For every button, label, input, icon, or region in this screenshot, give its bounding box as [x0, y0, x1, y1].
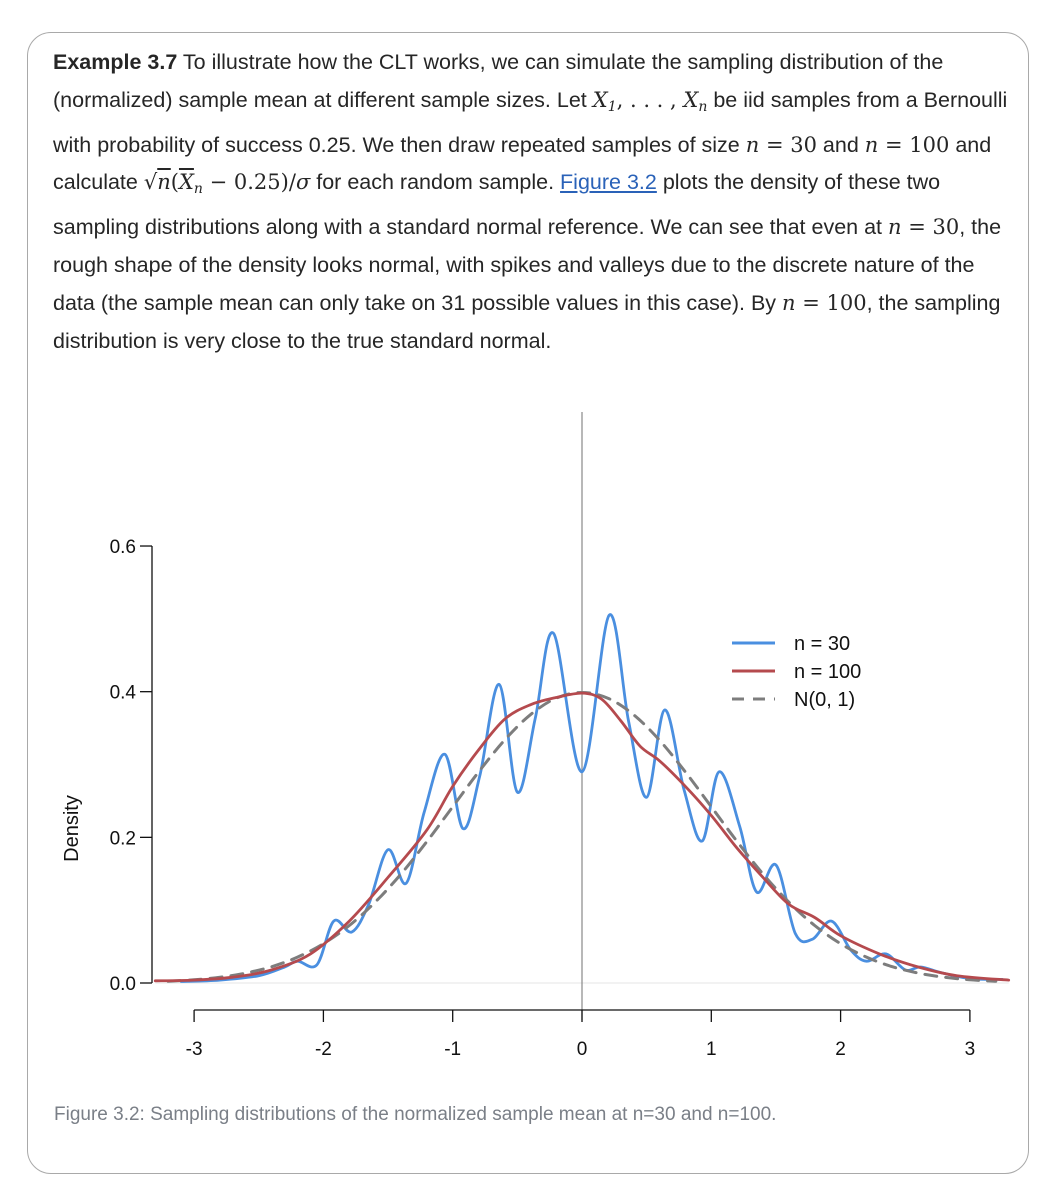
text-run: be iid samples from a Bernoulli with pro… — [53, 87, 1008, 157]
math-sqrt-n: n — [157, 170, 171, 195]
text-run: , the rough shape of the density looks n… — [53, 215, 1002, 315]
legend-label: n = 100 — [794, 661, 861, 683]
example-paragraph: Example 3.7 To illustrate how the CLT wo… — [53, 44, 1013, 360]
x-tick-label: -2 — [315, 1039, 332, 1060]
text-run: , the sampling distribution is very clos… — [53, 290, 1001, 353]
y-tick-label: 0.4 — [110, 683, 137, 704]
math-sub1: 1 — [607, 98, 617, 115]
example-label: Example 3.7 — [53, 50, 178, 74]
math-eq: = 30 — [759, 132, 817, 157]
math-open: ( — [170, 170, 179, 195]
y-tick-label: 0.6 — [110, 537, 136, 558]
math-n: n — [887, 215, 902, 240]
text-run: To illustrate how the CLT works, we can … — [53, 50, 944, 112]
text-run: plots the density of these two sampling … — [53, 170, 941, 240]
math-n: n — [864, 132, 879, 157]
example-card — [27, 32, 1029, 1174]
math-eq: = 30 — [901, 215, 960, 240]
math-n: n — [782, 290, 796, 315]
math-dots: , . . . , — [616, 87, 684, 112]
text-run: for each random sample. — [310, 170, 561, 195]
series-line-n-30 — [179, 613, 1004, 983]
text-run: and — [816, 132, 865, 157]
math-eq: = 100 — [795, 290, 867, 315]
x-tick-label: 2 — [835, 1039, 846, 1060]
math-n: n — [745, 132, 760, 157]
y-tick-label: 0.2 — [110, 828, 136, 849]
math-sigma: σ — [295, 170, 311, 195]
x-tick-label: 1 — [706, 1039, 717, 1060]
x-tick-label: 0 — [577, 1039, 588, 1060]
chart-axes: 0.0 0.2 0.4 0.6 Density -3 -2 -1 0 1 2 3 — [61, 412, 1009, 1060]
math-xn: X — [683, 87, 699, 112]
legend-label: N(0, 1) — [794, 689, 855, 711]
math-minus: − 0.25)/ — [202, 170, 296, 195]
math-xbar: X — [178, 170, 194, 195]
x-tick-label: 3 — [965, 1039, 976, 1060]
y-tick-label: 0.0 — [110, 974, 136, 995]
figure-caption: Figure 3.2: Sampling distributions of th… — [54, 1104, 777, 1125]
math-x1: X — [592, 87, 608, 112]
chart-series — [153, 613, 1011, 983]
math-sqrt: √ — [143, 170, 158, 195]
series-line-n-100 — [153, 691, 1011, 983]
figure-link[interactable]: Figure 3.2 — [560, 170, 657, 195]
y-axis-title: Density — [61, 795, 83, 862]
chart-legend: n = 30 n = 100 N(0, 1) — [732, 633, 861, 711]
text-run: and calculate — [53, 132, 992, 195]
math-eq: = 100 — [878, 132, 950, 157]
x-tick-label: -1 — [444, 1039, 461, 1060]
legend-label: n = 30 — [794, 633, 850, 655]
x-tick-label: -3 — [186, 1039, 203, 1060]
math-subn: n — [698, 98, 708, 115]
math-subn: n — [193, 181, 203, 198]
